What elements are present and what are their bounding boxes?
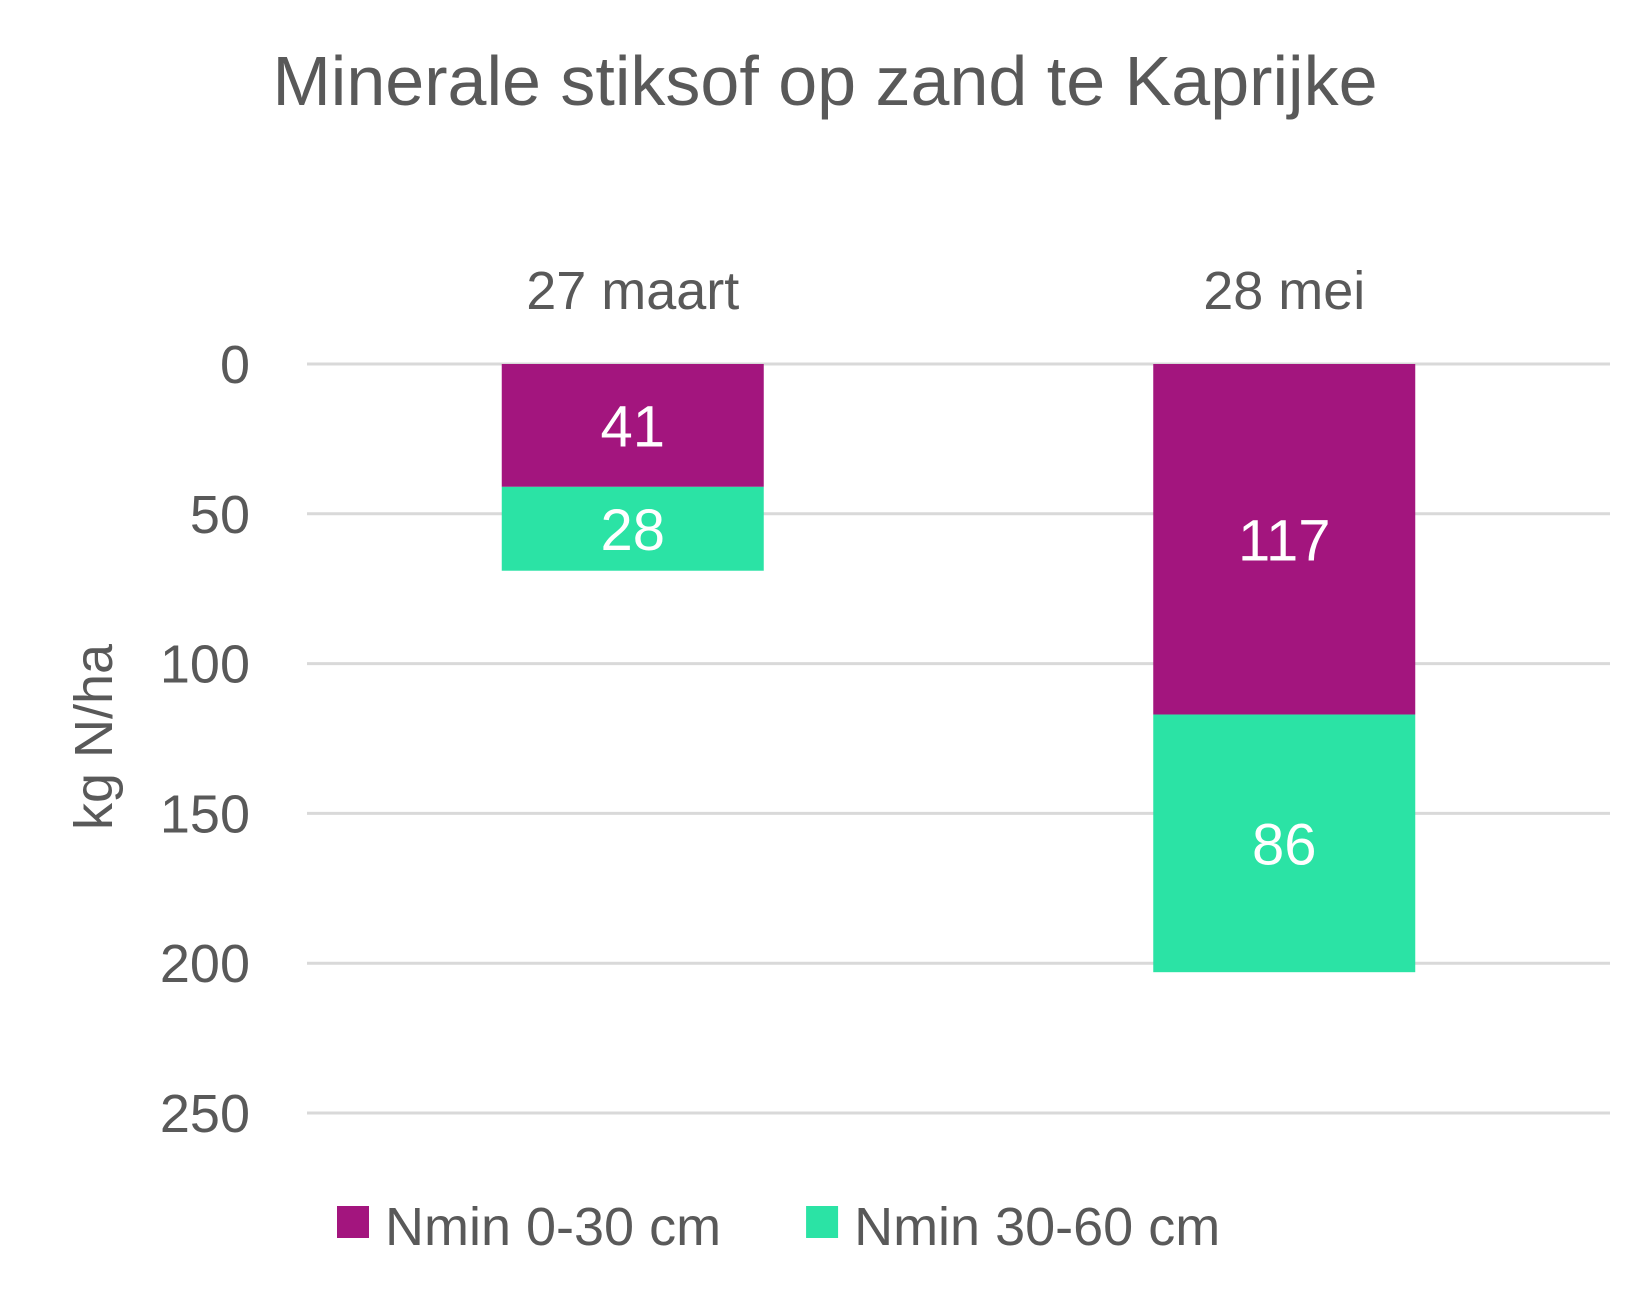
y-tick-label: 50 <box>190 485 250 545</box>
y-tick-label: 200 <box>160 934 250 994</box>
data-label: 86 <box>1252 812 1317 877</box>
data-label: 117 <box>1238 508 1330 573</box>
legend-item: Nmin 30-60 cm <box>806 1197 1220 1257</box>
bar-segment-nmin-30-60 <box>501 486 764 571</box>
legend-label: Nmin 0-30 cm <box>385 1197 721 1257</box>
category-label: 27 maart <box>526 261 739 321</box>
chart-title: Minerale stiksof op zand te Kaprijke <box>273 42 1378 120</box>
y-axis-ticks: 0 50 100 150 200 250 <box>160 335 250 1144</box>
legend-label: Nmin 30-60 cm <box>854 1197 1220 1257</box>
bars: 41 28 117 86 <box>501 364 1416 973</box>
y-axis-label: kg N/ha <box>64 643 124 830</box>
bar-segment-nmin-30-60 <box>1153 714 1416 973</box>
legend: Nmin 0-30 cm Nmin 30-60 cm <box>337 1197 1220 1257</box>
legend-swatch <box>806 1206 839 1238</box>
data-label: 28 <box>600 498 665 563</box>
y-tick-label: 150 <box>160 784 250 844</box>
y-tick-label: 250 <box>160 1084 250 1144</box>
legend-item: Nmin 0-30 cm <box>337 1197 721 1257</box>
legend-swatch <box>337 1206 369 1238</box>
y-tick-label: 100 <box>160 635 250 695</box>
data-label: 41 <box>600 394 665 459</box>
bar-segment-nmin-0-30 <box>501 364 764 487</box>
y-tick-label: 0 <box>220 335 250 395</box>
bar-segment-nmin-0-30 <box>1153 364 1416 715</box>
category-label: 28 mei <box>1203 261 1365 321</box>
category-labels: 27 maart 28 mei <box>526 261 1365 321</box>
